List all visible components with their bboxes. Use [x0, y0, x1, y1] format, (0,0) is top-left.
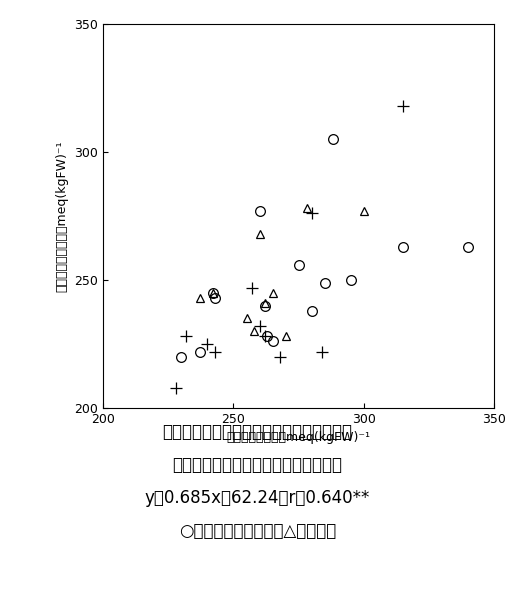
Text: y＝0.685x＋62.24　r＝0.640**: y＝0.685x＋62.24 r＝0.640** [145, 489, 370, 507]
Y-axis label: 全シュウ酸含有率　meq(kgFW)⁻¹: 全シュウ酸含有率 meq(kgFW)⁻¹ [56, 140, 68, 292]
Text: ○おかめ　＋リード　△マジック: ○おかめ ＋リード △マジック [179, 522, 336, 540]
Text: 第１図　水耕ホウレンソウの葉身における: 第１図 水耕ホウレンソウの葉身における [163, 423, 352, 441]
Text: 還元窒素と全シュウ酸との関係: 還元窒素と全シュウ酸との関係 [173, 456, 342, 474]
X-axis label: 還元窒素含有率　meq(kgFW)⁻¹: 還元窒素含有率 meq(kgFW)⁻¹ [227, 431, 371, 445]
